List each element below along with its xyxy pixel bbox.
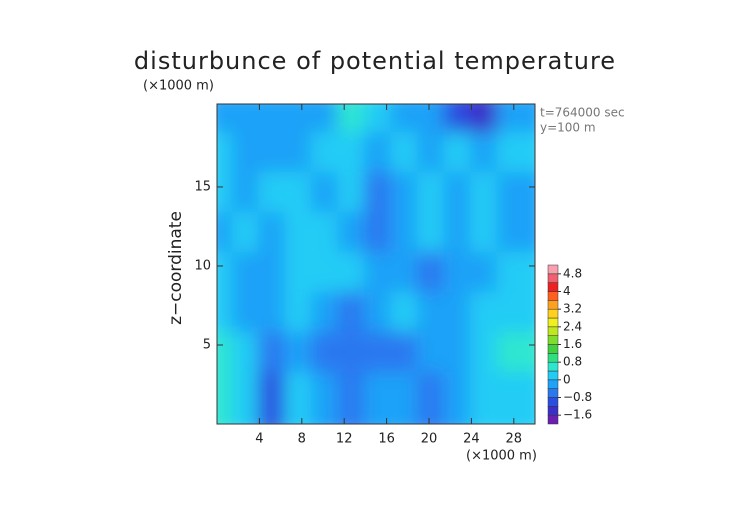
x-tick-label: 20 [421, 432, 438, 447]
colorbar-swatch [547, 300, 559, 310]
colorbar-swatch [547, 388, 559, 398]
y-tick-label: 15 [194, 179, 211, 194]
colorbar-tick-label: 0.8 [563, 355, 582, 369]
colorbar-swatch [547, 379, 559, 389]
y-unit: (×1000 m) [143, 79, 214, 94]
cell [496, 372, 535, 424]
colorbar-swatch [547, 264, 559, 275]
x-tick-label: 12 [336, 432, 353, 447]
annotation: y=100 m [540, 121, 596, 135]
colorbar-swatch [547, 397, 559, 407]
colorbar-tick-label: −1.6 [563, 408, 592, 422]
annotation: t=764000 sec [540, 106, 625, 120]
colorbar-swatch [547, 317, 559, 328]
colorbar-swatch [547, 291, 559, 301]
axes: 4 8 12 16 20 24 28 5 10 15 4.8 4 3.2 2.4 1.6 0.8 0 −0.8 −1… [194, 104, 592, 447]
x-unit: (×1000 m) [466, 449, 537, 464]
colorbar-tick-label: 4.8 [563, 266, 582, 280]
colorbar-tick-label: 1.6 [563, 337, 582, 351]
x-tick-label: 28 [506, 432, 523, 447]
contour-field [217, 104, 535, 424]
y-tick-label: 5 [203, 337, 211, 352]
colorbar-tick-label: 3.2 [563, 302, 582, 316]
plot-frame [216, 103, 536, 425]
colorbar-tick-label: 4 [563, 284, 571, 298]
colorbar-swatch [547, 308, 559, 319]
colorbar-swatch [547, 361, 559, 372]
colorbar-swatch [547, 344, 559, 354]
colorbar-swatch [547, 273, 559, 283]
colorbar-swatch [547, 326, 559, 336]
cells [217, 104, 535, 424]
x-tick-label: 24 [463, 432, 480, 447]
x-tick-label: 4 [255, 432, 263, 447]
colorbar-tick-label: 0 [563, 372, 571, 386]
chart-title: disturbunce of potential temperature [134, 47, 616, 75]
colorbar-tick-label: 2.4 [563, 319, 582, 333]
y-axis-label: z−coordinate [166, 211, 186, 325]
x-tick-label: 8 [298, 432, 306, 447]
colorbar-swatch [547, 406, 559, 416]
colorbar-swatch [547, 335, 559, 345]
colorbar-swatch [547, 282, 559, 292]
y-tick-label: 10 [194, 258, 211, 273]
colorbar-tick-label: −0.8 [563, 390, 592, 404]
colorbar-swatch [547, 414, 559, 425]
x-tick-label: 16 [378, 432, 395, 447]
colorbar-swatch [547, 370, 559, 381]
colorbar-swatch [547, 353, 559, 363]
